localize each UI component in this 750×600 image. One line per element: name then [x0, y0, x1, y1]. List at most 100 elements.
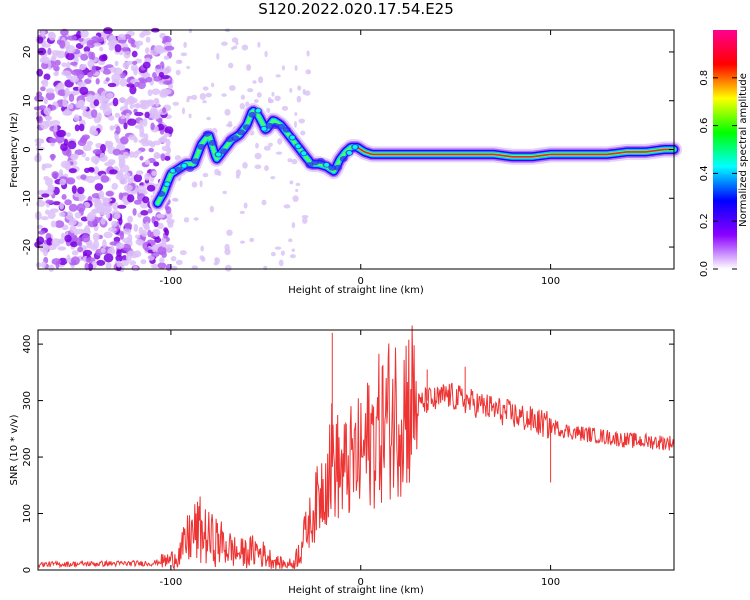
spectrogram-noise-blob [257, 41, 261, 48]
spectrogram-noise-blob [278, 259, 284, 267]
spectrogram-noise-blob [124, 172, 131, 180]
spectrogram-noise-blob [71, 250, 79, 256]
spectrogram-noise-blob [283, 204, 291, 209]
spectrogram-noise-blob [126, 83, 135, 88]
spectrogram-noise-blob [135, 43, 140, 50]
spectrogram-noise-blob [139, 99, 149, 105]
spectrogram-noise-blob [292, 195, 299, 203]
spectrogram-noise-blob [79, 86, 89, 96]
spectrogram-x-axis-label: Height of straight line (km) [288, 285, 424, 296]
spectrogram-noise-blob [77, 246, 83, 253]
spectrogram-noise-blob [135, 234, 141, 239]
spectrogram-noise-blob [164, 204, 169, 211]
spectrogram-noise-blob [300, 130, 306, 136]
spectrogram-noise-blob [88, 51, 93, 60]
colorbar-ticks: 0.0 0.2 0.4 0.6 0.8 [699, 70, 737, 277]
spectrogram-noise-blob [153, 161, 160, 167]
spectrogram-x-tick-label: -100 [160, 276, 183, 287]
spectrogram-noise-blob [81, 234, 91, 243]
spectrogram-noise-blob [151, 88, 161, 95]
spectrogram-noise-blob [76, 203, 86, 213]
spectrogram-noise-blob [154, 237, 162, 244]
spectrogram-noise-blob [147, 89, 153, 97]
spectrogram-noise-blob [98, 54, 107, 62]
spectrogram-noise-blob [268, 142, 273, 147]
spectrogram-noise-blob [121, 259, 129, 266]
spectrogram-noise-blob [302, 217, 308, 224]
spectrogram-noise-blob [153, 97, 159, 104]
colorbar-tick-label: 0.8 [699, 70, 710, 86]
spectrogram-noise-blob [51, 258, 62, 265]
spectrogram-noise-blob [298, 118, 305, 124]
spectrogram-noise-blob [261, 199, 267, 206]
page-title: S120.2022.020.17.54.E25 [258, 0, 454, 18]
spectrogram-noise-blob [65, 52, 75, 61]
spectrogram-noise-blob [59, 202, 64, 210]
spectrogram-noise-blob [161, 239, 167, 248]
spectrogram-noise-blob [40, 86, 46, 92]
spectrogram-noise-blob [124, 99, 129, 108]
spectrogram-noise-blob [86, 242, 94, 249]
spectrogram-noise-blob [97, 95, 104, 101]
spectrogram-noise-blob [60, 232, 66, 239]
spectrogram-noise-blob [43, 73, 51, 81]
spectrogram-noise-blob [140, 259, 147, 265]
spectrogram-noise-blob [52, 201, 61, 206]
spectrogram-noise-blob [226, 229, 233, 236]
spectrogram-noise-blob [50, 153, 55, 161]
spectrogram-noise-blob [58, 257, 68, 266]
spectrogram-noise-blob [50, 120, 61, 126]
colorbar-gradient [713, 30, 737, 269]
spectrogram-noise-blob [109, 125, 115, 131]
spectrogram-noise-blob [41, 193, 50, 198]
spectrogram-noise-blob [86, 39, 96, 49]
spectrogram-noise-blob [59, 40, 66, 49]
spectrogram-noise-blob [50, 138, 57, 144]
spectrogram-noise-blob [98, 190, 105, 200]
spectrogram-noise-blob [224, 264, 232, 272]
spectrogram-noise-blob [240, 94, 246, 100]
spectrogram-noise-blob [86, 175, 96, 184]
spectrogram-noise-blob [264, 165, 269, 172]
spectrogram-noise-blob [36, 236, 45, 245]
spectrogram-noise-blob [83, 46, 91, 53]
spectrogram-noise-blob [139, 155, 144, 161]
spectrogram-noise-blob [54, 59, 61, 66]
spectrogram-noise-blob [76, 71, 85, 80]
spectrogram-ridge-blob [255, 108, 261, 113]
spectrogram-noise-blob [188, 113, 192, 119]
spectrogram-noise-blob [38, 230, 46, 235]
spectrogram-noise-blob [96, 259, 106, 266]
spectrogram-noise-blob [118, 158, 126, 166]
spectrogram-noise-blob [129, 260, 137, 266]
spectrogram-noise-blob [127, 215, 133, 223]
spectrogram-noise-blob [186, 66, 191, 69]
spectrogram-noise-blob [92, 208, 99, 214]
spectrogram-noise-blob [170, 265, 178, 271]
spectrogram-noise-blob [179, 250, 187, 256]
spectrogram-noise-blob [164, 45, 175, 51]
spectrogram-noise-blob [141, 140, 150, 147]
spectrogram-ridge-blob [339, 156, 348, 162]
spectrogram-noise-blob [135, 238, 144, 245]
spectrogram-noise-blob [270, 251, 276, 257]
spectrogram-noise-blob [145, 76, 153, 83]
snr-marks [37, 325, 675, 570]
spectrogram-ridge-blob [170, 168, 176, 173]
spectrogram-noise-blob [147, 208, 153, 214]
spectrogram-noise-blob [131, 50, 138, 58]
spectrogram-noise-blob [53, 65, 60, 72]
spectrogram-noise-blob [92, 240, 100, 249]
spectrogram-noise-blob [97, 112, 102, 121]
spectrogram-noise-blob [111, 73, 121, 82]
spectrogram-noise-blob [164, 155, 171, 161]
spectrogram-y-ticks: -20 -10 0 10 20 [22, 46, 674, 255]
spectrogram-noise-blob [92, 232, 100, 242]
spectrogram-noise-blob [51, 171, 59, 179]
spectrogram-noise-blob [80, 174, 87, 180]
spectrogram-ridge-blob [352, 145, 358, 149]
spectrogram-noise-blob [51, 238, 61, 247]
spectrogram-noise-blob [45, 91, 55, 101]
spectrogram-noise-blob [120, 114, 126, 120]
spectrogram-noise-blob [156, 213, 165, 219]
